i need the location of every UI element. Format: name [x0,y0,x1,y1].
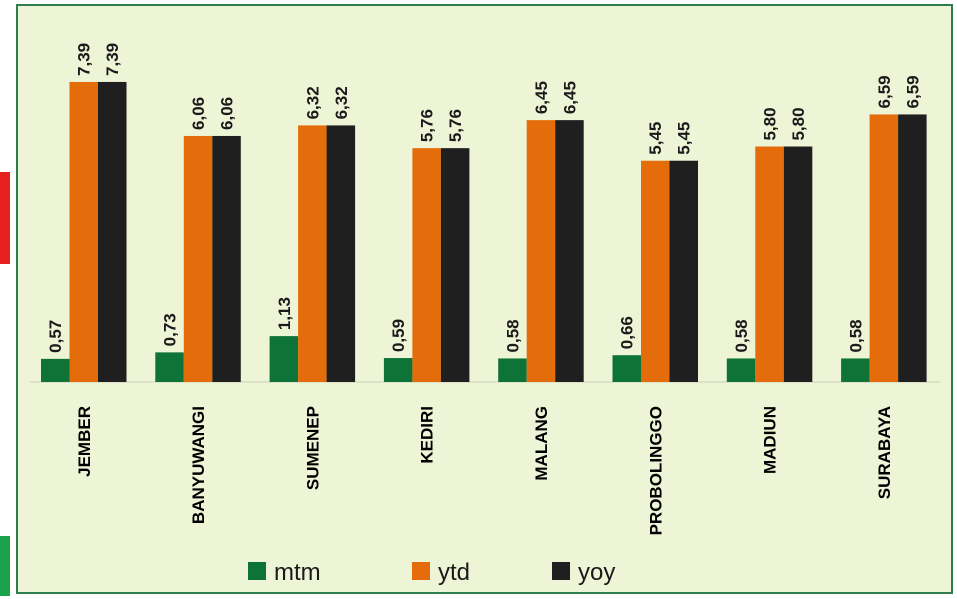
data-label-yoy-jember: 7,39 [103,43,122,76]
bar-yoy-banyuwangi [212,135,241,382]
data-label-yoy-madiun: 5,80 [789,107,808,140]
legend-label-ytd: ytd [438,559,470,586]
bar-yoy-probolinggo [669,160,698,382]
data-label-ytd-surabaya: 6,59 [875,75,894,108]
red-edge-shape [0,172,10,264]
bar-mtm-malang [498,358,527,382]
bar-ytd-kediri [412,148,441,382]
data-label-ytd-probolinggo: 5,45 [646,122,665,155]
category-label-madiun: MADIUN [761,406,780,474]
data-label-mtm-surabaya: 0,58 [846,319,865,352]
bar-ytd-surabaya [869,114,899,383]
bar-yoy-sumenep [326,125,356,383]
data-label-ytd-sumenep: 6,32 [303,86,322,119]
data-label-mtm-madiun: 0,58 [732,319,751,352]
bar-ytd-sumenep [298,125,327,383]
bar-mtm-probolinggo [612,355,641,382]
bar-ytd-banyuwangi [183,135,213,382]
category-label-jember: JEMBER [75,406,94,477]
data-label-mtm-malang: 0,58 [503,319,522,352]
bar-ytd-probolinggo [641,160,670,382]
bar-mtm-kediri [383,358,413,382]
data-label-yoy-sumenep: 6,32 [332,86,351,119]
bar-mtm-jember [41,358,70,382]
data-label-yoy-kediri: 5,76 [446,109,465,142]
category-label-surabaya: SURABAYA [875,406,894,499]
data-label-mtm-kediri: 0,59 [389,319,408,352]
bar-yoy-kediri [440,148,470,382]
data-label-mtm-probolinggo: 0,66 [618,316,637,349]
bar-yoy-surabaya [898,114,927,383]
data-label-ytd-jember: 7,39 [75,43,94,76]
bar-yoy-jember [98,81,127,382]
data-label-mtm-sumenep: 1,13 [275,297,294,330]
data-label-ytd-malang: 6,45 [532,81,551,114]
data-label-ytd-banyuwangi: 6,06 [189,97,208,130]
data-label-mtm-banyuwangi: 0,73 [161,313,180,346]
legend-label-yoy: yoy [578,559,615,586]
data-label-ytd-madiun: 5,80 [761,107,780,140]
category-label-malang: MALANG [532,406,551,481]
green-edge-shape [0,536,10,596]
bar-ytd-madiun [755,146,784,382]
bar-mtm-banyuwangi [155,352,184,382]
data-label-yoy-surabaya: 6,59 [903,75,922,108]
legend-swatch-yoy [552,562,570,580]
legend-swatch-ytd [412,562,430,580]
bar-ytd-jember [69,81,98,382]
bar-mtm-madiun [726,358,756,382]
bar-yoy-malang [555,120,584,382]
bar-mtm-sumenep [269,336,299,382]
bar-ytd-malang [526,120,556,382]
category-label-sumenep: SUMENEP [303,406,322,490]
bar-mtm-surabaya [841,358,870,382]
legend-label-mtm: mtm [274,559,321,586]
data-label-yoy-malang: 6,45 [560,81,579,114]
category-label-probolinggo: PROBOLINGGO [646,406,665,535]
data-label-yoy-probolinggo: 5,45 [675,122,694,155]
legend-swatch-mtm [248,562,266,580]
data-label-ytd-kediri: 5,76 [418,109,437,142]
data-label-mtm-jember: 0,57 [46,320,65,353]
data-label-yoy-banyuwangi: 6,06 [218,97,237,130]
category-label-banyuwangi: BANYUWANGI [189,406,208,524]
bar-yoy-madiun [783,146,813,382]
category-label-kediri: KEDIRI [418,406,437,464]
